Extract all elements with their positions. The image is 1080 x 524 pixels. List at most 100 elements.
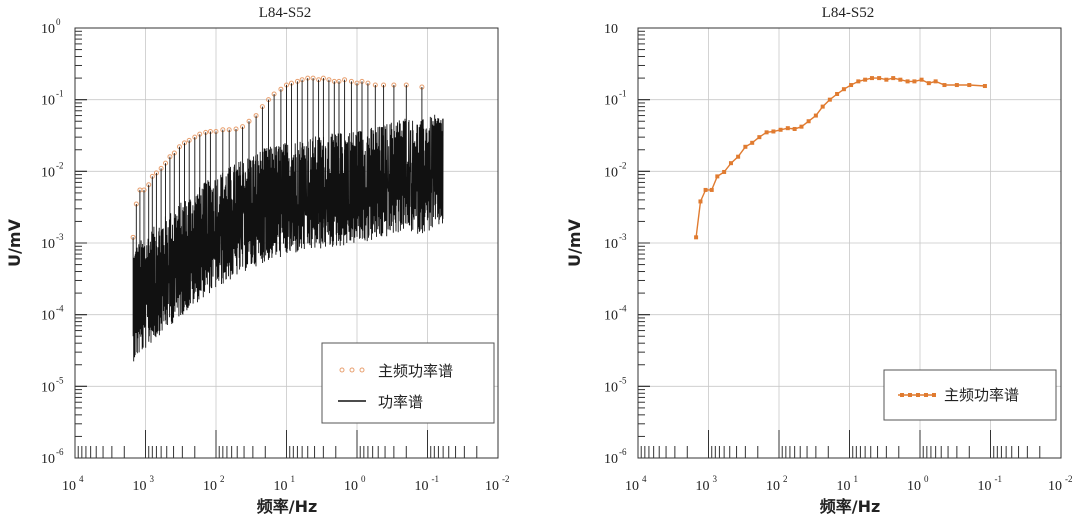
x-tick-label: 10 <box>1048 479 1062 494</box>
y-tick-label: 10 <box>604 94 618 109</box>
x-tick-label: 10 <box>978 479 992 494</box>
y-tick-label-exponent: -4 <box>56 304 64 314</box>
series-group <box>694 76 987 240</box>
data-point <box>835 91 840 96</box>
y-tick-label: 10 <box>604 309 618 324</box>
chart-title: L84-S52 <box>259 5 312 21</box>
legend-dot <box>349 367 355 373</box>
y-tick-label: 10 <box>604 380 618 395</box>
x-tick-label: 10 <box>696 479 710 494</box>
y-tick-label-exponent: -5 <box>619 375 627 385</box>
y-tick-label: 10 <box>41 165 55 180</box>
data-point <box>736 154 741 159</box>
x-tick-label: 10 <box>274 479 288 494</box>
data-point <box>792 126 797 131</box>
data-point <box>694 235 699 240</box>
x-tick-label: 10 <box>133 479 147 494</box>
data-point <box>743 144 748 149</box>
y-tick-label: 10 <box>604 165 618 180</box>
y-tick-label-exponent: -3 <box>619 232 627 242</box>
data-point <box>799 124 804 129</box>
y-tick-label: 10 <box>41 237 55 252</box>
data-point <box>709 187 714 192</box>
data-point <box>827 97 832 102</box>
data-point <box>898 77 903 82</box>
y-tick-label: 10 <box>41 380 55 395</box>
y-tick-label-exponent: 0 <box>56 17 61 27</box>
x-tick-label: 10 <box>837 479 851 494</box>
legend-marker-swatch <box>900 393 936 397</box>
data-point <box>757 135 762 140</box>
data-point <box>926 81 931 86</box>
y-tick-label-exponent: -1 <box>56 89 64 99</box>
data-point <box>954 83 959 88</box>
x-tick-label-exponent: -2 <box>502 474 510 484</box>
x-tick-label-exponent: 3 <box>150 474 155 484</box>
plot-frame <box>74 27 499 459</box>
data-point <box>982 84 987 89</box>
x-tick-label: 10 <box>625 479 639 494</box>
y-tick-label-exponent: -5 <box>56 375 64 385</box>
legend-marker <box>900 393 904 397</box>
data-point <box>820 104 825 109</box>
x-tick-label-exponent: 4 <box>79 474 84 484</box>
y-tick-label-exponent: -1 <box>619 89 627 99</box>
y-tick-label: 10 <box>41 22 55 37</box>
data-point <box>942 83 947 88</box>
legend-marker <box>908 393 912 397</box>
legend-dot <box>339 367 345 373</box>
x-tick-label: 10 <box>415 479 429 494</box>
data-point <box>841 87 846 92</box>
data-point <box>764 130 769 135</box>
data-point <box>884 77 889 82</box>
plot-frame <box>637 27 1062 459</box>
x-tick-label-exponent: 4 <box>642 474 647 484</box>
y-tick-label-exponent: -6 <box>619 447 627 457</box>
x-tick-label-exponent: -2 <box>1065 474 1073 484</box>
y-tick-label: 10 <box>41 452 55 467</box>
legend-label-main-freq: 主频功率谱 <box>378 362 453 380</box>
legend-dot <box>359 367 365 373</box>
y-tick-label-exponent: -4 <box>619 304 627 314</box>
x-tick-label-exponent: 2 <box>220 474 225 484</box>
data-point <box>912 79 917 84</box>
data-point <box>698 199 703 204</box>
data-point <box>785 126 790 131</box>
y-axis-label: U/mV <box>565 218 584 267</box>
series-line-main-freq <box>695 77 985 238</box>
data-point <box>967 83 972 88</box>
chart-left: L84-S52 10 4 10 3 10 2 10 1 10 0 10 -1 10 -210 010 -110… <box>5 5 510 516</box>
y-tick-label: 10 <box>41 309 55 324</box>
data-point <box>919 77 924 82</box>
y-tick-label: 10 <box>41 94 55 109</box>
data-point <box>715 174 720 179</box>
legend-box <box>321 342 495 424</box>
x-tick-label-exponent: -1 <box>432 474 440 484</box>
data-point <box>771 129 776 134</box>
legend-marker <box>916 393 920 397</box>
y-tick-label: 10 <box>604 452 618 467</box>
data-point <box>849 83 854 88</box>
x-tick-label-exponent: 2 <box>783 474 788 484</box>
legend-marker <box>932 393 936 397</box>
data-point <box>863 77 868 82</box>
legend-marker <box>924 393 928 397</box>
data-point <box>877 76 882 81</box>
legend-dots-swatch <box>339 367 365 373</box>
data-point <box>933 79 938 84</box>
x-tick-label-exponent: 3 <box>713 474 718 484</box>
y-tick-label-exponent: -3 <box>56 232 64 242</box>
y-tick-label-exponent: -2 <box>56 160 64 170</box>
x-tick-label: 10 <box>344 479 358 494</box>
legend-label-power: 功率谱 <box>378 393 423 411</box>
data-point <box>891 76 896 81</box>
data-point <box>728 161 733 166</box>
x-axis-label: 频率/Hz <box>820 497 881 516</box>
x-tick-label-exponent: 0 <box>361 474 366 484</box>
x-tick-label: 10 <box>766 479 780 494</box>
x-tick-label: 10 <box>203 479 217 494</box>
